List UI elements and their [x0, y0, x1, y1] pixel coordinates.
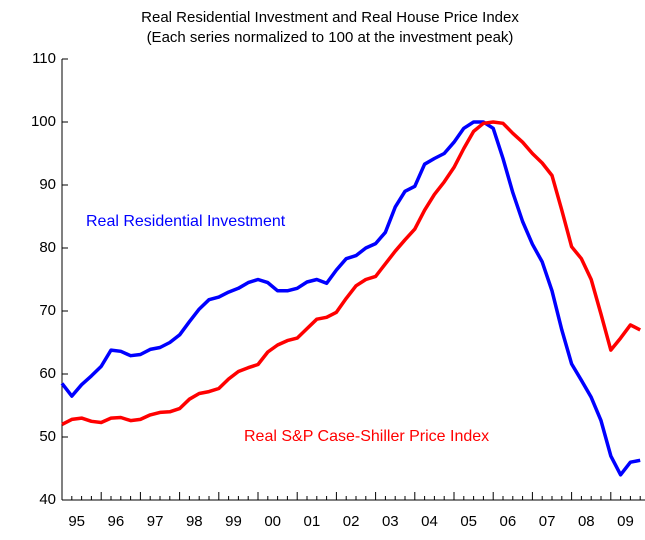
axes: [61, 59, 645, 501]
y-tick-label: 90: [39, 176, 56, 193]
x-tick-label: 99: [225, 513, 242, 530]
series-label: Real Residential Investment: [86, 213, 286, 230]
y-tick-label: 70: [39, 302, 56, 319]
series-label: Real S&P Case-Shiller Price Index: [244, 428, 489, 445]
x-tick-label: 00: [264, 513, 281, 530]
x-tick-label: 06: [500, 513, 517, 530]
x-tick-label: 09: [617, 513, 634, 530]
chart-title: Real Residential Investment and Real Hou…: [141, 9, 519, 26]
x-tick-label: 96: [108, 513, 125, 530]
y-tick-label: 100: [31, 113, 56, 130]
chart-subtitle: (Each series normalized to 100 at the in…: [147, 29, 514, 46]
series-line: [60, 120, 641, 477]
x-tick-label: 95: [68, 513, 85, 530]
x-tick-label: 08: [578, 513, 595, 530]
y-tick-label: 110: [32, 50, 56, 67]
y-tick-label: 60: [39, 365, 56, 382]
y-tick-label: 50: [39, 428, 56, 445]
x-tick-label: 98: [186, 513, 203, 530]
x-tick-label: 97: [147, 513, 164, 530]
series-line: [61, 120, 641, 426]
x-tick-label: 02: [343, 513, 360, 530]
x-tick-label: 04: [421, 513, 438, 530]
x-tick-label: 01: [304, 513, 321, 530]
y-tick-label: 80: [39, 239, 56, 256]
x-tick-label: 07: [539, 513, 556, 530]
x-tick-label: 03: [382, 513, 399, 530]
y-tick-label: 40: [39, 491, 56, 508]
x-tick-label: 05: [460, 513, 477, 530]
